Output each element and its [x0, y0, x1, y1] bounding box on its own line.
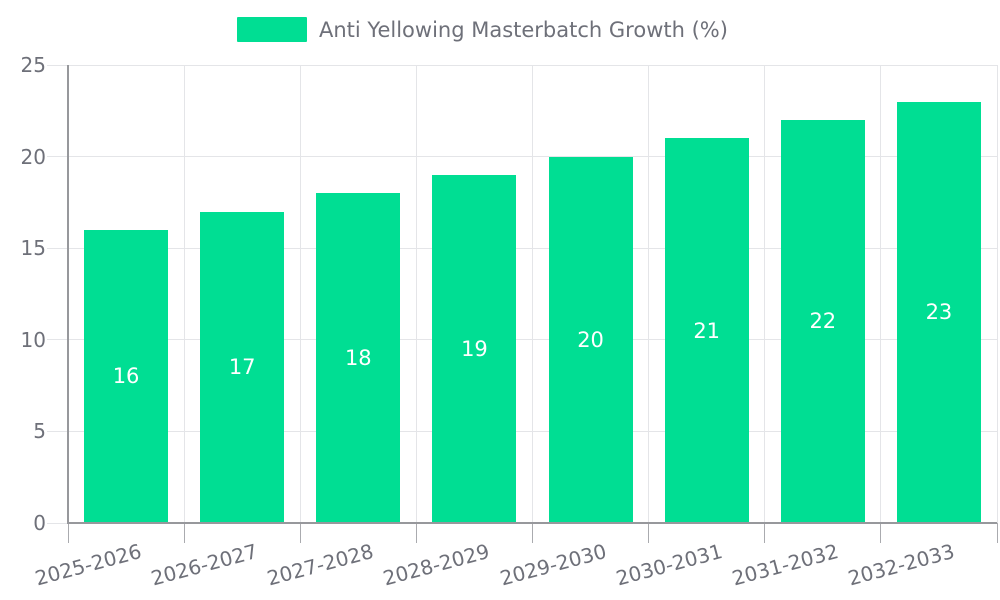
x-gridline — [299, 65, 301, 523]
x-gridline — [996, 65, 998, 523]
x-gridline — [532, 65, 533, 523]
bar-value-label: 22 — [809, 309, 837, 334]
bar[interactable] — [432, 174, 517, 523]
bar[interactable] — [780, 119, 865, 523]
bar-value-label: 17 — [228, 355, 256, 380]
x-axis-tick — [996, 523, 998, 543]
bar-value-label: 19 — [461, 336, 488, 361]
y-gridline — [47, 339, 997, 341]
bar[interactable] — [316, 193, 401, 523]
bar[interactable] — [664, 138, 749, 523]
x-axis-tick — [67, 523, 69, 543]
y-gridline — [47, 156, 997, 158]
y-gridline — [47, 64, 997, 66]
x-axis-tick — [648, 523, 650, 543]
bar[interactable] — [200, 211, 285, 523]
y-axis-tick-label: 0 — [33, 511, 46, 535]
x-gridline — [648, 65, 650, 523]
x-axis-tick — [880, 523, 882, 543]
bar-value-label: 20 — [577, 327, 604, 352]
legend-swatch — [237, 17, 307, 42]
x-axis-line — [68, 522, 997, 524]
y-gridline — [47, 247, 997, 249]
y-axis-tick-label: 20 — [20, 144, 46, 169]
x-axis-tick — [415, 523, 417, 543]
x-axis-tick — [183, 523, 185, 543]
x-axis-tick — [532, 523, 533, 543]
y-axis-line — [67, 65, 69, 524]
x-gridline — [764, 65, 766, 523]
bar-value-label: 21 — [693, 318, 721, 343]
y-axis-tick-label: 5 — [33, 419, 46, 444]
legend-label: Anti Yellowing Masterbatch Growth (%) — [319, 17, 728, 42]
bar[interactable] — [84, 229, 169, 523]
bar[interactable] — [896, 101, 981, 523]
x-gridline — [880, 65, 882, 523]
y-axis-tick-label: 25 — [20, 53, 46, 77]
x-axis-tick — [764, 523, 766, 543]
y-axis-tick-label: 10 — [20, 327, 46, 352]
x-axis-tick — [299, 523, 301, 543]
legend[interactable]: Anti Yellowing Masterbatch Growth (%) — [237, 17, 728, 42]
x-gridline — [415, 65, 417, 523]
bar-value-label: 16 — [112, 364, 140, 389]
bar-value-label: 18 — [344, 346, 372, 371]
y-gridline — [47, 430, 997, 432]
bar[interactable] — [548, 156, 633, 523]
y-axis-tick-label: 15 — [20, 236, 46, 261]
x-gridline — [183, 65, 185, 523]
bar-value-label: 23 — [925, 300, 953, 325]
